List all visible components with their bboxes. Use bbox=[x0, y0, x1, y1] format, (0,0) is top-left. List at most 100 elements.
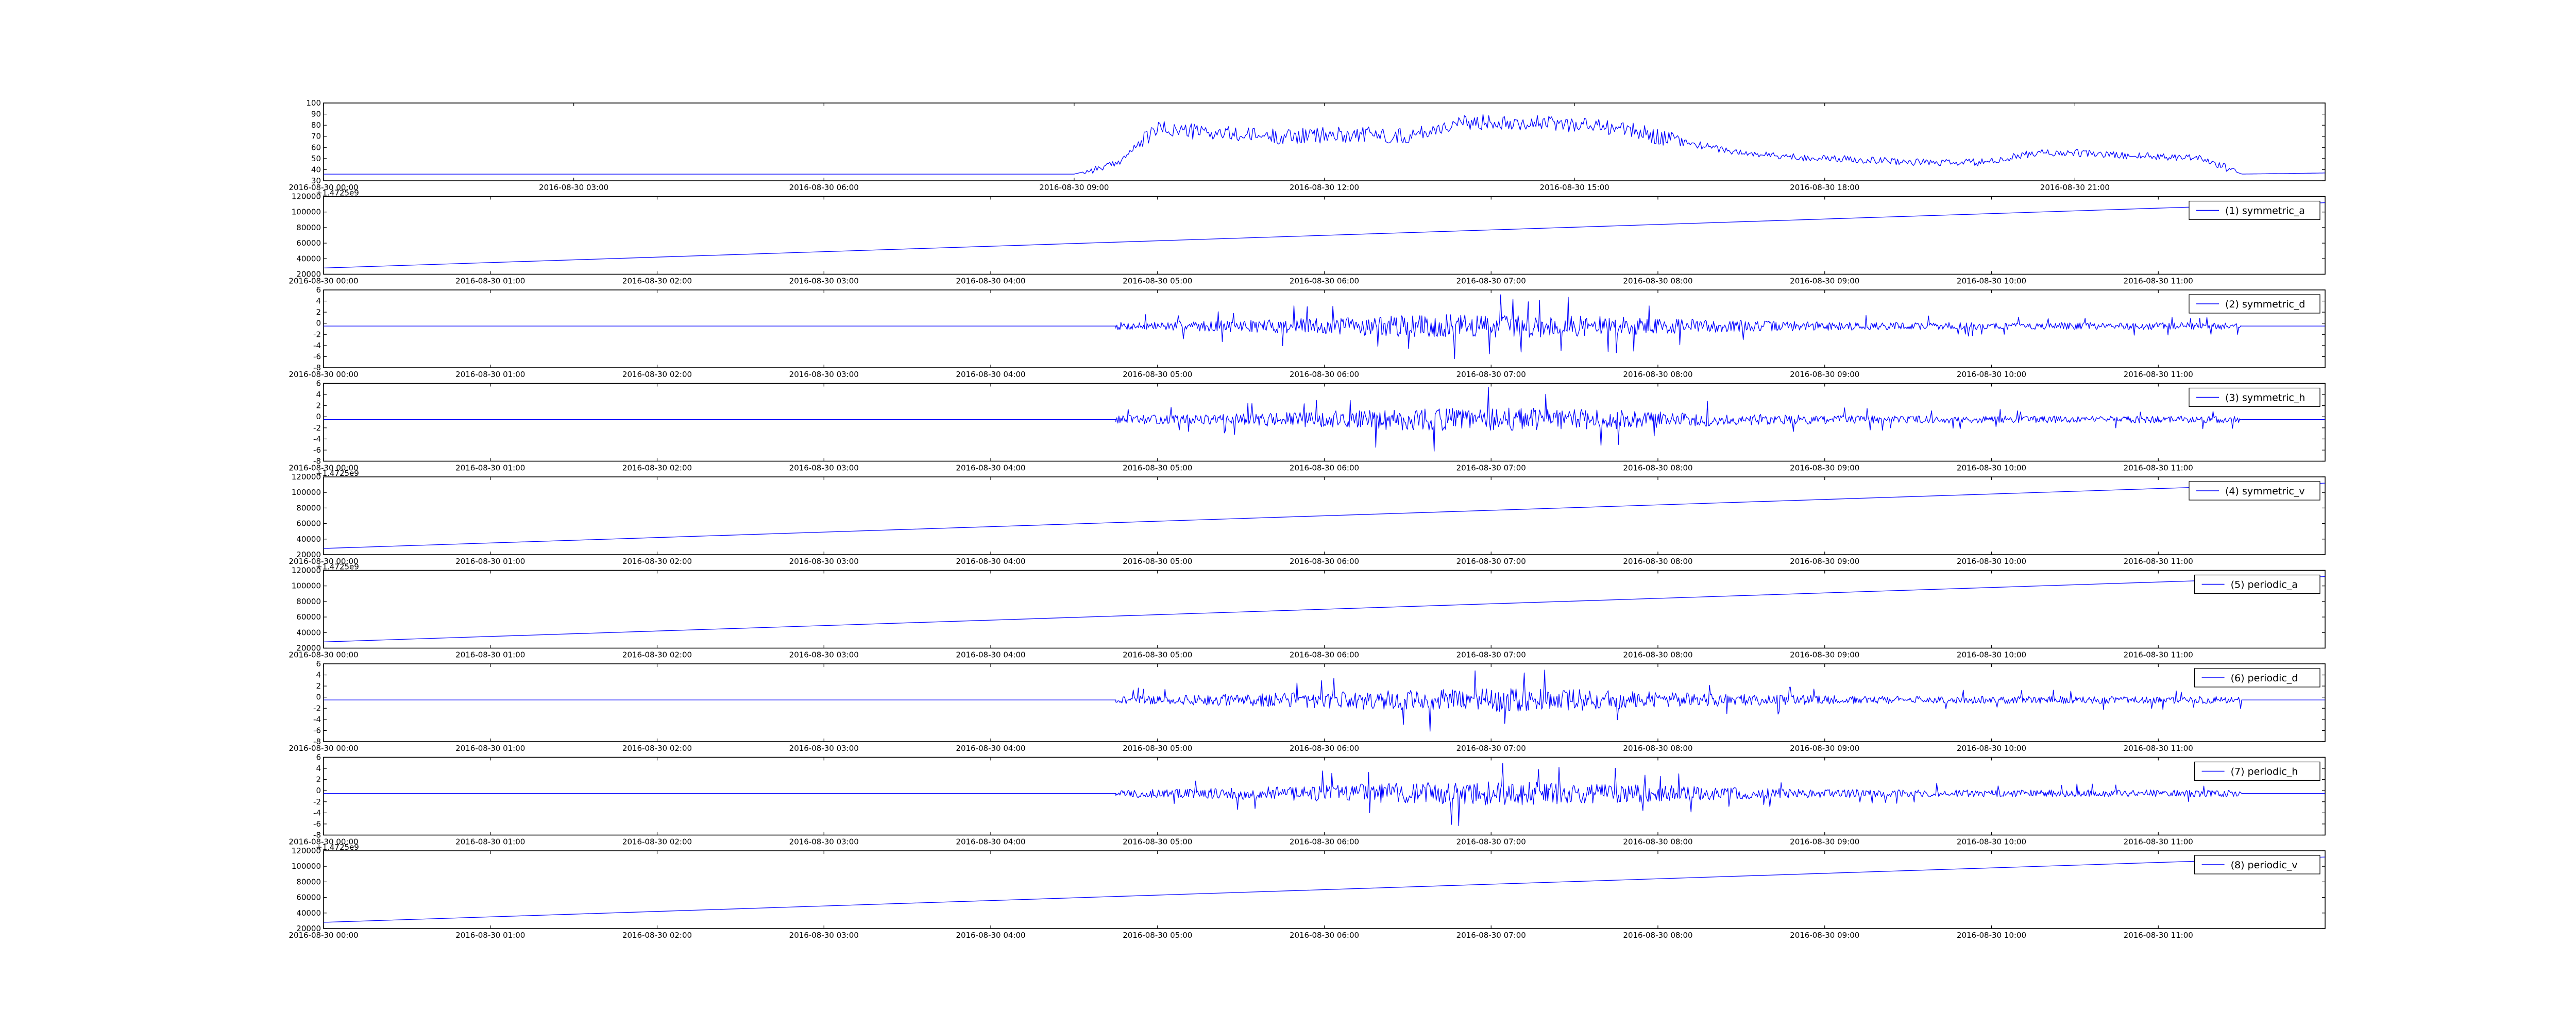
xtick-label-5-2: 2016-08-30 02:00 bbox=[622, 650, 692, 660]
xtick-label-1-3: 2016-08-30 03:00 bbox=[789, 277, 859, 286]
xtick-label-2-0: 2016-08-30 00:00 bbox=[289, 370, 358, 379]
xtick-label-8-5: 2016-08-30 05:00 bbox=[1123, 931, 1192, 940]
xtick-label-4-8: 2016-08-30 08:00 bbox=[1623, 557, 1692, 566]
xtick-label-0-1: 2016-08-30 03:00 bbox=[539, 183, 608, 192]
ytick-label-7-4: 0 bbox=[316, 786, 321, 795]
xtick-label-2-2: 2016-08-30 02:00 bbox=[622, 370, 692, 379]
ytick-label-8-2: 60000 bbox=[296, 893, 321, 902]
legend-label-3: (3) symmetric_h bbox=[2225, 392, 2305, 404]
xtick-label-5-5: 2016-08-30 05:00 bbox=[1123, 650, 1192, 660]
series-line-7 bbox=[324, 763, 2325, 826]
xtick-label-0-2: 2016-08-30 06:00 bbox=[789, 183, 859, 192]
xtick-label-4-10: 2016-08-30 10:00 bbox=[1957, 557, 2026, 566]
y-offset-label-5: +1.4725e9 bbox=[316, 562, 359, 572]
ytick-label-0-1: 40 bbox=[311, 165, 321, 174]
ytick-label-3-4: 0 bbox=[316, 412, 321, 421]
ytick-label-0-3: 60 bbox=[311, 143, 321, 152]
series-line-3 bbox=[324, 387, 2325, 452]
xtick-label-3-4: 2016-08-30 04:00 bbox=[956, 464, 1025, 473]
ytick-label-1-5: 120000 bbox=[292, 192, 321, 201]
ytick-label-1-1: 40000 bbox=[296, 254, 321, 263]
ytick-label-6-2: -4 bbox=[313, 715, 321, 724]
ytick-label-4-3: 80000 bbox=[296, 503, 321, 512]
xtick-label-3-11: 2016-08-30 11:00 bbox=[2124, 464, 2193, 473]
xtick-label-4-0: 2016-08-30 00:00 bbox=[289, 557, 358, 566]
xtick-label-8-9: 2016-08-30 09:00 bbox=[1790, 931, 1859, 940]
y-offset-label-4: +1.4725e9 bbox=[316, 469, 359, 478]
ytick-label-0-6: 90 bbox=[311, 110, 321, 119]
series-line-1 bbox=[323, 202, 2326, 269]
xtick-label-7-8: 2016-08-30 08:00 bbox=[1623, 837, 1692, 847]
xtick-label-2-4: 2016-08-30 04:00 bbox=[956, 370, 1025, 379]
ytick-label-5-2: 60000 bbox=[296, 612, 321, 622]
legend-label-8: (8) periodic_v bbox=[2231, 860, 2298, 871]
ytick-label-4-0: 20000 bbox=[296, 550, 321, 559]
xtick-label-3-9: 2016-08-30 09:00 bbox=[1790, 464, 1859, 473]
xtick-label-0-0: 2016-08-30 00:00 bbox=[289, 183, 358, 192]
xtick-label-8-2: 2016-08-30 02:00 bbox=[622, 931, 692, 940]
ytick-label-6-7: 6 bbox=[316, 659, 321, 668]
ytick-label-1-2: 60000 bbox=[296, 238, 321, 248]
xtick-label-3-2: 2016-08-30 02:00 bbox=[622, 464, 692, 473]
xtick-label-1-1: 2016-08-30 01:00 bbox=[455, 277, 525, 286]
ytick-label-3-1: -6 bbox=[313, 445, 321, 455]
legend-label-7: (7) periodic_h bbox=[2231, 766, 2298, 778]
ytick-label-2-3: -2 bbox=[313, 330, 321, 339]
ytick-label-5-1: 40000 bbox=[296, 628, 321, 637]
ytick-label-5-3: 80000 bbox=[296, 597, 321, 606]
ytick-label-0-5: 80 bbox=[311, 121, 321, 130]
y-offset-label-8: +1.4725e9 bbox=[316, 843, 359, 852]
ytick-label-0-4: 70 bbox=[311, 132, 321, 141]
xtick-label-2-7: 2016-08-30 07:00 bbox=[1456, 370, 1526, 379]
xtick-label-1-9: 2016-08-30 09:00 bbox=[1790, 277, 1859, 286]
legend-label-5: (5) periodic_a bbox=[2231, 579, 2298, 591]
xtick-label-2-5: 2016-08-30 05:00 bbox=[1123, 370, 1192, 379]
xtick-label-7-1: 2016-08-30 01:00 bbox=[455, 837, 525, 847]
xtick-label-6-0: 2016-08-30 00:00 bbox=[289, 744, 358, 753]
xtick-label-8-4: 2016-08-30 04:00 bbox=[956, 931, 1025, 940]
axes-frame-6 bbox=[323, 663, 2326, 742]
ytick-label-8-5: 120000 bbox=[292, 846, 321, 855]
ytick-label-3-6: 4 bbox=[316, 390, 321, 399]
xtick-label-3-8: 2016-08-30 08:00 bbox=[1623, 464, 1692, 473]
ytick-label-4-4: 100000 bbox=[292, 488, 321, 497]
xtick-label-5-10: 2016-08-30 10:00 bbox=[1957, 650, 2026, 660]
xtick-label-4-11: 2016-08-30 11:00 bbox=[2124, 557, 2193, 566]
xtick-label-6-8: 2016-08-30 08:00 bbox=[1623, 744, 1692, 753]
xtick-label-3-10: 2016-08-30 10:00 bbox=[1957, 464, 2026, 473]
xtick-label-2-8: 2016-08-30 08:00 bbox=[1623, 370, 1692, 379]
xtick-label-4-9: 2016-08-30 09:00 bbox=[1790, 557, 1859, 566]
ytick-label-7-5: 2 bbox=[316, 775, 321, 784]
ytick-label-8-0: 20000 bbox=[296, 924, 321, 933]
xtick-label-6-1: 2016-08-30 01:00 bbox=[455, 744, 525, 753]
series-line-5 bbox=[323, 576, 2326, 643]
xtick-label-0-7: 2016-08-30 21:00 bbox=[2040, 183, 2110, 192]
xtick-label-6-9: 2016-08-30 09:00 bbox=[1790, 744, 1859, 753]
ytick-label-2-0: -8 bbox=[313, 363, 321, 372]
xtick-label-7-9: 2016-08-30 09:00 bbox=[1790, 837, 1859, 847]
xtick-label-3-5: 2016-08-30 05:00 bbox=[1123, 464, 1192, 473]
xtick-label-4-6: 2016-08-30 06:00 bbox=[1290, 557, 1359, 566]
ytick-label-2-5: 2 bbox=[316, 307, 321, 317]
xtick-label-7-2: 2016-08-30 02:00 bbox=[622, 837, 692, 847]
legend-label-4: (4) symmetric_v bbox=[2225, 486, 2305, 497]
ytick-label-7-2: -4 bbox=[313, 808, 321, 817]
ytick-label-1-4: 100000 bbox=[292, 208, 321, 217]
ytick-label-4-5: 120000 bbox=[292, 472, 321, 482]
series-line-2 bbox=[324, 294, 2325, 359]
xtick-label-3-1: 2016-08-30 01:00 bbox=[455, 464, 525, 473]
xtick-label-7-7: 2016-08-30 07:00 bbox=[1456, 837, 1526, 847]
xtick-label-6-6: 2016-08-30 06:00 bbox=[1290, 744, 1359, 753]
xtick-label-2-6: 2016-08-30 06:00 bbox=[1290, 370, 1359, 379]
xtick-label-1-6: 2016-08-30 06:00 bbox=[1290, 277, 1359, 286]
ytick-label-4-1: 40000 bbox=[296, 535, 321, 544]
xtick-label-8-6: 2016-08-30 06:00 bbox=[1290, 931, 1359, 940]
xtick-label-6-3: 2016-08-30 03:00 bbox=[789, 744, 859, 753]
xtick-label-8-8: 2016-08-30 08:00 bbox=[1623, 931, 1692, 940]
xtick-label-0-4: 2016-08-30 12:00 bbox=[1290, 183, 1359, 192]
xtick-label-1-5: 2016-08-30 05:00 bbox=[1123, 277, 1192, 286]
ytick-label-6-6: 4 bbox=[316, 671, 321, 680]
ytick-label-2-4: 0 bbox=[316, 319, 321, 328]
xtick-label-7-0: 2016-08-30 00:00 bbox=[289, 837, 358, 847]
